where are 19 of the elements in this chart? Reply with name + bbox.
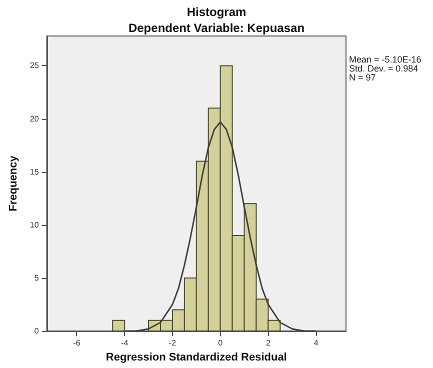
text: Std. Dev. = 0.984 xyxy=(349,64,418,74)
y-axis-title: Frequency xyxy=(8,154,20,212)
chart-title: Histogram xyxy=(186,5,246,19)
y-tick-label: 20 xyxy=(30,114,40,124)
x-tick-label: 4 xyxy=(314,338,319,348)
x-tick-label: 2 xyxy=(266,338,271,348)
x-tick-label: 0 xyxy=(218,338,224,348)
y-tick-label: 10 xyxy=(30,220,40,230)
text: Mean = -5.10E-16 xyxy=(349,54,422,64)
y-tick-label: 0 xyxy=(34,326,40,336)
x-tick-label: -6 xyxy=(73,338,81,348)
x-axis-title: Regression Standardized Residual xyxy=(106,352,287,364)
x-tick-label: -2 xyxy=(168,338,177,348)
y-tick-label: 15 xyxy=(30,167,40,176)
chart-subtitle: Dependent Variable: Kepuasan xyxy=(128,21,305,35)
y-tick-label: 25 xyxy=(30,61,40,70)
y-tick-label: 5 xyxy=(34,273,40,282)
text: N = 97 xyxy=(349,72,376,82)
x-tick-label: -4 xyxy=(121,338,129,348)
